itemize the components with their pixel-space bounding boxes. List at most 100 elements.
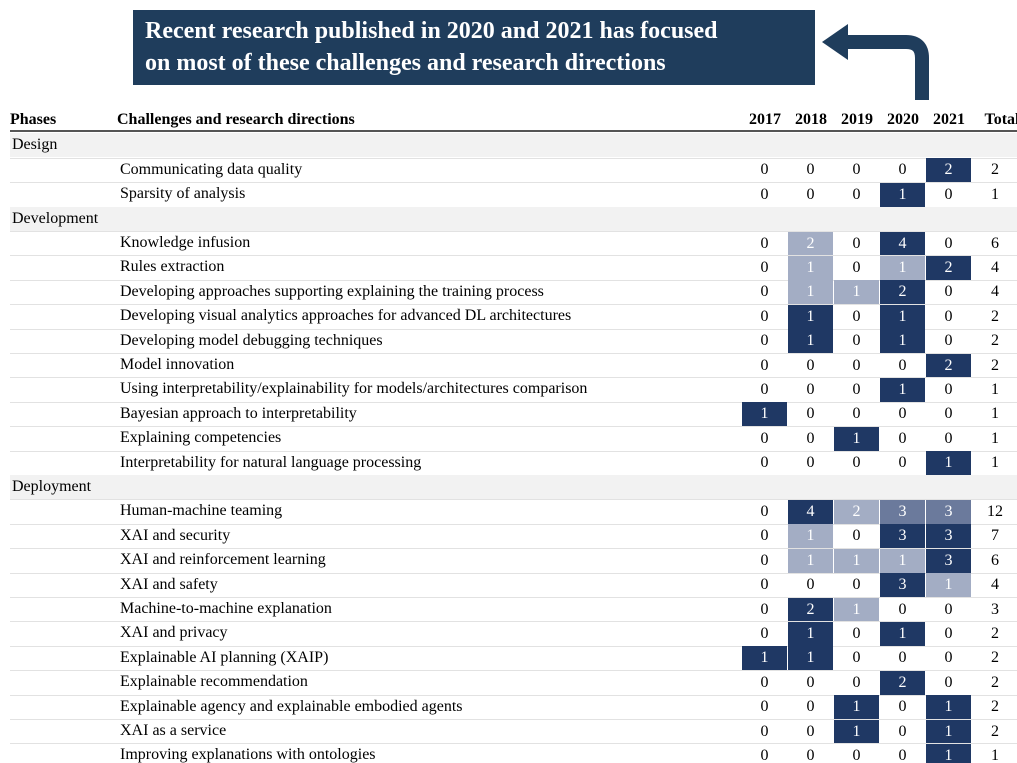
value-cell: 1 xyxy=(788,304,833,329)
value-cell: 0 xyxy=(944,429,953,447)
value-cell: 0 xyxy=(944,624,953,642)
row-label: Developing visual analytics approaches f… xyxy=(120,307,572,325)
callout-line: on most of these challenges and research… xyxy=(145,50,666,76)
row-line xyxy=(10,450,1017,452)
row-label: XAI and security xyxy=(120,526,231,544)
row-line xyxy=(10,328,1017,330)
value-cell: 1 xyxy=(991,429,999,447)
value-cell: 0 xyxy=(806,673,815,691)
row-line xyxy=(10,353,1017,354)
value-cell: 1 xyxy=(880,621,925,646)
value-cell: 0 xyxy=(760,258,769,276)
value-cell: 0 xyxy=(852,307,861,325)
value-cell: 0 xyxy=(806,185,815,203)
value-cell: 0 xyxy=(898,356,907,374)
value-cell: 0 xyxy=(898,161,907,179)
value-cell: 0 xyxy=(806,722,815,740)
value-cell: 0 xyxy=(760,380,769,398)
value-cell: 1 xyxy=(991,454,999,472)
value-cell: 0 xyxy=(944,332,953,350)
row-label: XAI and safety xyxy=(120,575,218,593)
row-label: Explaining competencies xyxy=(120,429,282,447)
row-label: Machine-to-machine explanation xyxy=(120,600,332,617)
value-cell: 0 xyxy=(760,746,769,763)
value-cell: 2 xyxy=(991,722,999,740)
value-cell: 0 xyxy=(944,283,953,301)
value-cell: 0 xyxy=(852,234,861,252)
value-cell: 0 xyxy=(760,283,769,301)
value-cell: 2 xyxy=(991,673,999,691)
value-cell: 0 xyxy=(806,698,815,716)
value-cell: 2 xyxy=(880,280,925,305)
value-cell: 1 xyxy=(834,426,879,451)
value-cell: 0 xyxy=(760,429,769,447)
value-cell: 0 xyxy=(898,746,907,763)
value-cell: 0 xyxy=(898,600,907,618)
value-cell: 1 xyxy=(788,524,833,549)
arrow-head xyxy=(822,24,848,60)
row-label: Model innovation xyxy=(120,356,235,373)
phase-name: Deployment xyxy=(12,478,92,495)
value-cell: 0 xyxy=(852,356,861,374)
value-cell: 0 xyxy=(944,405,953,423)
value-cell: 0 xyxy=(760,502,769,520)
value-cell: 0 xyxy=(760,356,769,374)
value-cell: 1 xyxy=(880,548,925,573)
callout-line: Recent research published in 2020 and 20… xyxy=(145,18,718,44)
row-label: Sparsity of analysis xyxy=(120,185,246,203)
value-cell: 2 xyxy=(834,499,879,524)
value-cell: 0 xyxy=(852,746,861,763)
value-cell: 2 xyxy=(991,356,999,374)
value-cell: 0 xyxy=(760,600,769,618)
header-cell: Total xyxy=(972,108,1017,132)
row-line xyxy=(10,719,1017,720)
value-cell: 0 xyxy=(806,454,815,472)
header-cell: 2017 xyxy=(742,108,788,132)
row-label: Explainable agency and explainable embod… xyxy=(120,697,463,715)
row-label: Developing approaches supporting explain… xyxy=(120,282,544,300)
value-cell: 0 xyxy=(760,527,769,545)
value-cell: 0 xyxy=(806,380,815,398)
value-cell: 0 xyxy=(944,673,953,691)
row-label: XAI and reinforcement learning xyxy=(120,551,326,569)
value-cell: 4 xyxy=(991,576,999,594)
row-line xyxy=(10,401,1017,403)
value-cell: 1 xyxy=(991,405,999,423)
row-line xyxy=(10,670,1017,672)
value-cell: 0 xyxy=(852,332,861,350)
value-cell: 0 xyxy=(944,307,953,325)
value-cell: 0 xyxy=(760,698,769,716)
value-cell: 1 xyxy=(880,304,925,329)
row-line xyxy=(10,548,1017,550)
value-cell: 1 xyxy=(742,646,787,671)
value-cell: 2 xyxy=(991,307,999,325)
row-line xyxy=(10,523,1017,525)
row-line xyxy=(10,304,1017,306)
value-cell: 1 xyxy=(788,548,833,573)
value-cell: 2 xyxy=(926,353,971,378)
row-label: Explainable recommendation xyxy=(120,673,308,691)
row-line xyxy=(10,499,1017,501)
value-cell: 0 xyxy=(852,527,861,545)
value-cell: 0 xyxy=(898,722,907,740)
value-cell: 1 xyxy=(834,695,879,720)
row-label: Interpretability for natural language pr… xyxy=(120,453,422,471)
value-cell: 0 xyxy=(944,649,953,667)
value-cell: 0 xyxy=(852,673,861,691)
value-cell: 1 xyxy=(834,280,879,305)
row-label: Using interpretability/explainability fo… xyxy=(120,380,588,398)
phase-row xyxy=(10,206,1017,231)
value-cell: 0 xyxy=(852,624,861,642)
value-cell: 3 xyxy=(880,524,925,549)
header-cell: 2021 xyxy=(926,108,972,132)
phase-name: Development xyxy=(12,209,99,227)
value-cell: 0 xyxy=(760,624,769,642)
value-cell: 6 xyxy=(991,234,999,252)
value-cell: 6 xyxy=(991,551,999,569)
phase-name: Design xyxy=(12,136,58,154)
value-cell: 4 xyxy=(788,499,833,524)
value-cell: 0 xyxy=(760,576,769,594)
value-cell: 3 xyxy=(926,524,971,549)
value-cell: 2 xyxy=(991,624,999,642)
row-line xyxy=(10,157,1017,159)
